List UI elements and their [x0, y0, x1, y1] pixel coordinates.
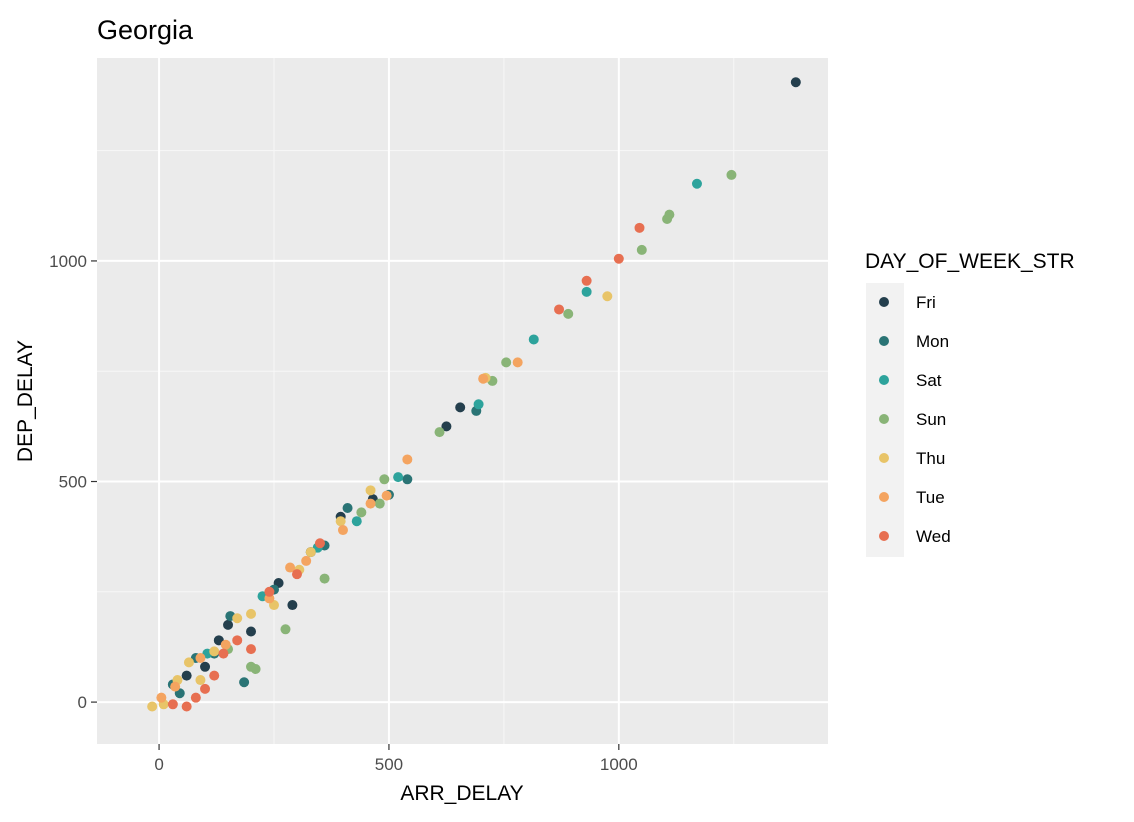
data-point-wed: [181, 701, 192, 712]
data-point-tue: [195, 652, 206, 663]
data-point-fri: [790, 77, 801, 88]
data-point-sun: [726, 169, 737, 180]
data-point-sun: [319, 573, 330, 584]
data-point-sat: [528, 334, 539, 345]
data-point-tue: [381, 490, 392, 501]
data-point-tue: [365, 498, 376, 509]
data-point-wed: [554, 304, 565, 315]
data-point-sat: [393, 472, 404, 483]
data-point-tue: [512, 357, 523, 368]
data-point-tue: [301, 555, 312, 566]
axes: 0 500 1000 0 500 1000: [49, 252, 638, 774]
data-point-fri: [200, 661, 211, 672]
data-point-wed: [314, 538, 325, 549]
data-points: [147, 77, 801, 712]
data-point-tue: [220, 639, 231, 650]
data-point-thu: [246, 608, 257, 619]
data-point-sun: [374, 498, 385, 509]
data-point-tue: [337, 525, 348, 536]
data-point-thu: [183, 657, 194, 668]
x-tick-label: 500: [375, 755, 403, 774]
x-tick-label: 1000: [600, 755, 638, 774]
legend-title: DAY_OF_WEEK_STR: [865, 250, 1075, 273]
data-point-sun: [246, 661, 257, 672]
data-point-sat: [473, 399, 484, 410]
legend-label-sun: Sun: [916, 410, 946, 429]
data-point-sun: [434, 427, 445, 438]
y-tick-label: 1000: [49, 252, 87, 271]
data-point-sun: [280, 624, 291, 635]
data-point-thu: [602, 291, 613, 302]
data-point-fri: [181, 670, 192, 681]
chart-title: Georgia: [97, 15, 194, 45]
data-point-thu: [335, 516, 346, 527]
data-point-wed: [190, 692, 201, 703]
data-point-tue: [402, 454, 413, 465]
legend-label-fri: Fri: [916, 293, 936, 312]
data-point-fri: [246, 626, 257, 637]
data-point-thu: [147, 701, 158, 712]
data-point-sun: [636, 244, 647, 255]
legend-key-fri: [879, 297, 889, 307]
data-point-fri: [287, 600, 298, 611]
data-point-wed: [291, 569, 302, 580]
data-point-thu: [232, 613, 243, 624]
data-point-fri: [223, 619, 234, 630]
data-point-mon: [402, 474, 413, 485]
data-point-thu: [195, 675, 206, 686]
data-point-thu: [209, 646, 220, 657]
data-point-mon: [239, 677, 250, 688]
data-point-thu: [305, 547, 316, 558]
legend-label-tue: Tue: [916, 488, 945, 507]
legend: DAY_OF_WEEK_STR Fri Mon Sat Sun Thu Tue Wed: [865, 250, 1075, 557]
data-point-wed: [264, 586, 275, 597]
data-point-tue: [156, 692, 167, 703]
data-point-sun: [662, 214, 673, 225]
data-point-wed: [634, 222, 645, 233]
data-point-sun: [356, 507, 367, 518]
data-point-mon: [342, 502, 353, 513]
y-axis-title: DEP_DELAY: [14, 340, 37, 462]
data-point-wed: [232, 635, 243, 646]
data-point-wed: [613, 253, 624, 264]
data-point-sat: [351, 516, 362, 527]
data-point-thu: [365, 485, 376, 496]
legend-label-wed: Wed: [916, 527, 951, 546]
y-tick-label: 500: [59, 473, 87, 492]
data-point-wed: [246, 644, 257, 655]
data-point-sun: [563, 308, 574, 319]
data-point-fri: [455, 402, 466, 413]
data-point-tue: [285, 562, 296, 573]
data-point-wed: [218, 648, 229, 659]
data-point-wed: [200, 683, 211, 694]
data-point-wed: [167, 699, 178, 710]
legend-key-wed: [879, 531, 889, 541]
legend-key-sun: [879, 414, 889, 424]
data-point-sun: [379, 474, 390, 485]
x-tick-label: 0: [154, 755, 163, 774]
legend-key-mon: [879, 336, 889, 346]
data-point-wed: [581, 275, 592, 286]
data-point-sun: [501, 357, 512, 368]
data-point-sat: [581, 286, 592, 297]
data-point-tue: [478, 373, 489, 384]
legend-key-tue: [879, 492, 889, 502]
legend-label-mon: Mon: [916, 332, 949, 351]
x-axis-title: ARR_DELAY: [400, 782, 523, 805]
legend-key-thu: [879, 453, 889, 463]
legend-label-sat: Sat: [916, 371, 942, 390]
data-point-wed: [209, 670, 220, 681]
data-point-tue: [170, 681, 181, 692]
legend-key-sat: [879, 375, 889, 385]
legend-label-thu: Thu: [916, 449, 945, 468]
data-point-sat: [691, 178, 702, 189]
y-tick-label: 0: [78, 693, 87, 712]
plot-panel: [97, 58, 828, 744]
data-point-fri: [441, 421, 452, 432]
